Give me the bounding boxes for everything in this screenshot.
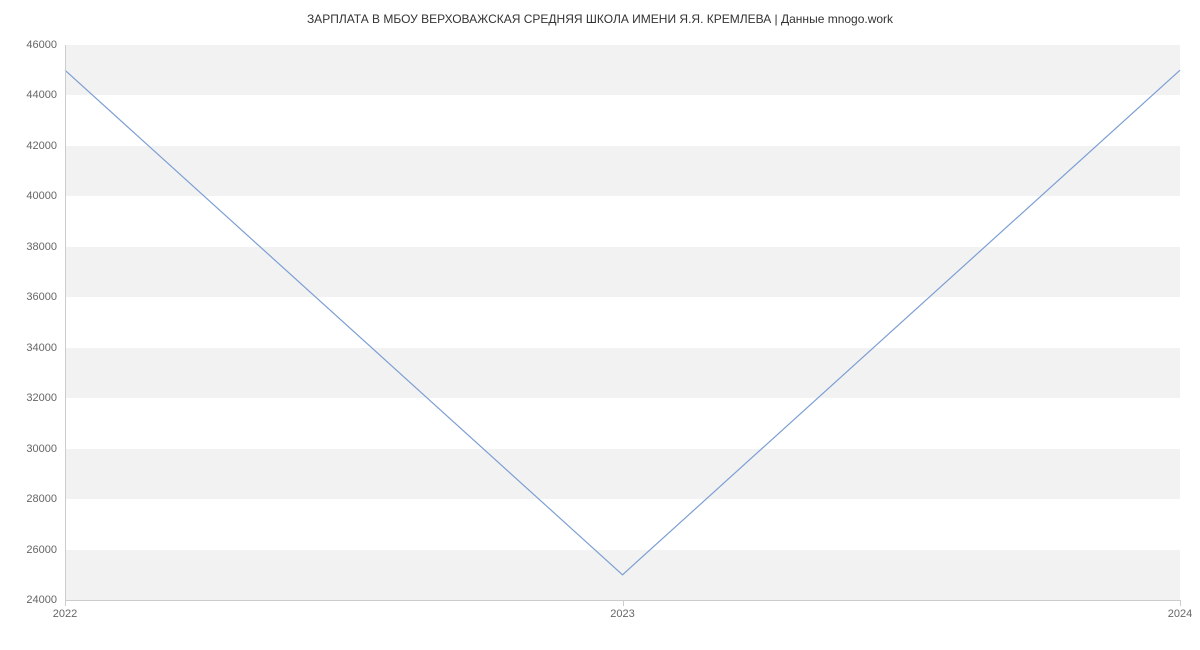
x-tick-label: 2023 xyxy=(610,608,634,620)
y-tick-label: 32000 xyxy=(26,392,57,404)
y-tick-label: 28000 xyxy=(26,493,57,505)
y-tick-label: 38000 xyxy=(26,241,57,253)
y-tick-label: 30000 xyxy=(26,443,57,455)
y-tick-label: 26000 xyxy=(26,544,57,556)
chart-title: ЗАРПЛАТА В МБОУ ВЕРХОВАЖСКАЯ СРЕДНЯЯ ШКО… xyxy=(0,12,1200,26)
y-tick-label: 24000 xyxy=(26,594,57,606)
y-tick-label: 34000 xyxy=(26,342,57,354)
x-tick-label: 2022 xyxy=(53,608,77,620)
x-axis-line xyxy=(65,600,1180,601)
y-tick-label: 40000 xyxy=(26,190,57,202)
y-tick-label: 44000 xyxy=(26,89,57,101)
plot-area: 2400026000280003000032000340003600038000… xyxy=(65,45,1180,600)
y-tick-label: 36000 xyxy=(26,291,57,303)
y-tick-label: 42000 xyxy=(26,140,57,152)
x-tick-mark xyxy=(1180,600,1181,606)
y-tick-label: 46000 xyxy=(26,39,57,51)
salary-line-chart: ЗАРПЛАТА В МБОУ ВЕРХОВАЖСКАЯ СРЕДНЯЯ ШКО… xyxy=(0,0,1200,650)
x-tick-label: 2024 xyxy=(1168,608,1192,620)
y-axis-line xyxy=(65,45,66,600)
chart-line-layer xyxy=(65,45,1180,600)
series-line-salary xyxy=(65,70,1180,575)
